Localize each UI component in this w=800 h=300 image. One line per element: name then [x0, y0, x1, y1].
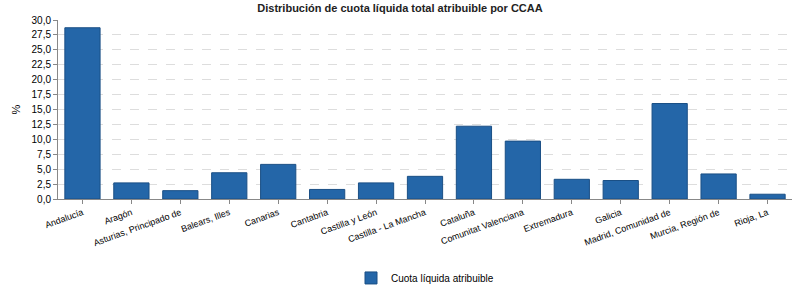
svg-text:Castilla y León: Castilla y León	[319, 207, 378, 237]
svg-text:20,0: 20,0	[32, 74, 52, 85]
svg-text:Cuota líquida atribuible: Cuota líquida atribuible	[391, 273, 494, 284]
svg-text:Rioja, La: Rioja, La	[733, 207, 770, 229]
svg-text:Aragón: Aragón	[103, 207, 134, 226]
svg-text:%: %	[10, 104, 22, 114]
svg-text:Asturias, Principado de: Asturias, Principado de	[92, 207, 182, 248]
svg-text:30,0: 30,0	[32, 15, 52, 26]
svg-text:Balears, Illes: Balears, Illes	[180, 207, 232, 234]
svg-text:10,0: 10,0	[32, 134, 52, 145]
svg-text:12,5: 12,5	[32, 119, 52, 130]
svg-text:17,5: 17,5	[32, 89, 52, 100]
svg-text:Andalucía: Andalucía	[44, 207, 85, 230]
svg-text:Canarias: Canarias	[243, 207, 281, 229]
svg-text:5,0: 5,0	[37, 164, 51, 175]
svg-text:0,0: 0,0	[37, 194, 51, 205]
svg-text:Madrid, Comunidad de: Madrid, Comunidad de	[583, 207, 672, 248]
svg-text:25,0: 25,0	[32, 44, 52, 55]
svg-text:Galicia: Galicia	[594, 207, 623, 226]
svg-text:Cantabria: Cantabria	[289, 207, 329, 230]
svg-text:2,5: 2,5	[37, 179, 51, 190]
svg-text:Murcia, Región de: Murcia, Región de	[649, 207, 721, 241]
svg-text:22,5: 22,5	[32, 59, 52, 70]
svg-text:Castilla - La Mancha: Castilla - La Mancha	[347, 207, 428, 244]
svg-text:Comunitat Valenciana: Comunitat Valenciana	[440, 207, 526, 246]
svg-text:Cataluña: Cataluña	[439, 207, 476, 229]
svg-text:Extremadura: Extremadura	[522, 207, 574, 234]
svg-text:27,5: 27,5	[32, 29, 52, 40]
svg-text:7,5: 7,5	[37, 149, 51, 160]
svg-text:Distribución de cuota líquida: Distribución de cuota líquida total atri…	[257, 2, 542, 14]
svg-text:15,0: 15,0	[32, 104, 52, 115]
